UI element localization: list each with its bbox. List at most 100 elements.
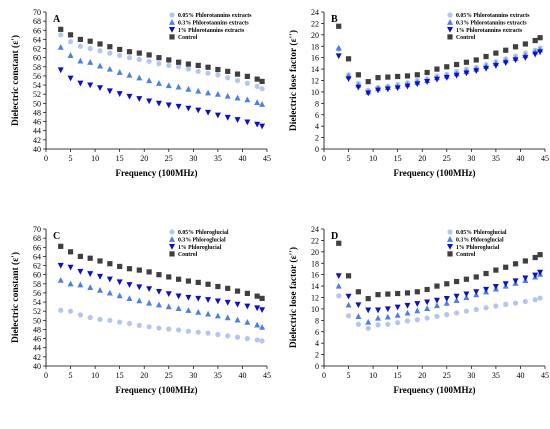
- y-tick-label: 48: [33, 325, 41, 334]
- data-point: [234, 77, 241, 84]
- data-point: [205, 70, 211, 76]
- series-3: [58, 243, 265, 302]
- y-tick-label: 14: [311, 65, 319, 74]
- data-point: [234, 288, 241, 294]
- data-point: [453, 293, 460, 300]
- x-tick-label: 30: [189, 371, 197, 380]
- data-point: [116, 91, 123, 97]
- data-point: [214, 91, 221, 97]
- data-point: [107, 50, 113, 56]
- data-point: [57, 276, 64, 283]
- data-point: [444, 312, 450, 318]
- data-point: [87, 82, 94, 89]
- data-point: [146, 299, 153, 306]
- data-point: [97, 48, 103, 54]
- x-tick-label: 35: [492, 371, 500, 380]
- x-tick-label: 5: [347, 371, 351, 380]
- data-point: [106, 289, 113, 296]
- y-tick-label: 58: [33, 63, 41, 72]
- data-point: [146, 286, 153, 293]
- data-point: [254, 337, 260, 343]
- data-point: [532, 254, 538, 261]
- legend-marker: [169, 251, 175, 257]
- data-point: [454, 61, 460, 68]
- data-point: [165, 291, 172, 298]
- data-point: [532, 37, 538, 44]
- y-tick-label: 44: [33, 344, 41, 353]
- data-point: [254, 305, 261, 312]
- data-point: [175, 83, 182, 90]
- x-tick-label: 45: [541, 371, 549, 380]
- data-point: [58, 26, 64, 32]
- data-point: [244, 290, 250, 296]
- x-tick-label: 5: [347, 154, 351, 163]
- data-point: [165, 82, 172, 89]
- x-tick-label: 20: [418, 154, 426, 163]
- data-point: [106, 88, 113, 95]
- data-point: [155, 301, 162, 308]
- data-point: [155, 288, 162, 295]
- data-point: [195, 308, 202, 315]
- data-point: [345, 313, 352, 319]
- data-point: [205, 109, 212, 116]
- legend-marker: [169, 27, 175, 33]
- data-point: [244, 80, 250, 86]
- series-3: [336, 240, 543, 302]
- panel-label: D: [331, 231, 338, 242]
- data-point: [375, 322, 381, 328]
- data-point: [205, 64, 211, 70]
- legend-marker: [447, 236, 453, 242]
- data-point: [77, 80, 84, 87]
- data-point: [225, 285, 231, 291]
- data-point: [87, 271, 94, 277]
- data-point: [136, 267, 142, 273]
- data-point: [434, 283, 440, 289]
- y-tick-label: 52: [33, 307, 41, 316]
- data-point: [473, 274, 479, 280]
- data-point: [336, 23, 342, 29]
- data-point: [493, 303, 499, 309]
- y-tick-label: 8: [315, 99, 319, 108]
- legend-marker: [447, 19, 453, 25]
- data-point: [87, 255, 93, 261]
- data-point: [58, 32, 64, 38]
- data-point: [404, 290, 411, 296]
- data-point: [453, 297, 460, 303]
- panel-label: C: [53, 231, 60, 242]
- data-point: [385, 321, 391, 327]
- data-point: [335, 53, 342, 60]
- y-tick-label: 0: [315, 145, 319, 154]
- x-tick-label: 10: [91, 371, 99, 380]
- data-point: [205, 281, 211, 287]
- data-point: [414, 307, 421, 314]
- x-axis-title: Frequency (100MHz): [393, 385, 475, 395]
- x-axis-title: Frequency (100MHz): [115, 385, 197, 395]
- x-tick-label: 5: [69, 154, 73, 163]
- data-point: [259, 78, 265, 85]
- data-point: [384, 306, 391, 313]
- data-point: [414, 81, 421, 88]
- x-tick-label: 15: [116, 371, 124, 380]
- y-tick-label: 60: [33, 54, 41, 63]
- panel-label: B: [331, 14, 338, 25]
- data-point: [67, 308, 74, 314]
- series-3: [336, 23, 543, 85]
- x-tick-label: 0: [44, 154, 48, 163]
- data-point: [67, 32, 74, 38]
- data-point: [116, 292, 123, 299]
- y-axis-title: Dielectric lose factor (ε''): [288, 30, 299, 131]
- data-point: [87, 45, 93, 52]
- y-tick-label: 46: [33, 118, 41, 127]
- y-tick-label: 64: [33, 252, 41, 261]
- legend-label: Control: [178, 35, 198, 41]
- data-point: [87, 59, 94, 65]
- data-point: [433, 302, 440, 309]
- data-point: [335, 273, 342, 280]
- data-point: [463, 59, 470, 65]
- x-tick-label: 45: [541, 154, 549, 163]
- data-point: [77, 57, 84, 64]
- x-tick-label: 15: [116, 154, 124, 163]
- legend-marker: [169, 244, 175, 250]
- data-point: [195, 87, 202, 94]
- data-point: [175, 293, 182, 300]
